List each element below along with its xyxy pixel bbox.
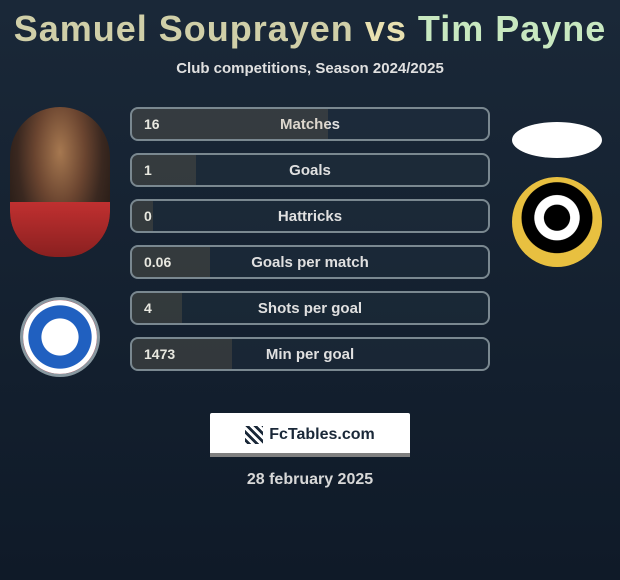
stat-row: 0Hattricks	[130, 199, 490, 233]
stat-row: 16Matches	[130, 107, 490, 141]
season-subtitle: Club competitions, Season 2024/2025	[0, 60, 620, 77]
stats-column: 16Matches 1Goals 0Hattricks 0.06Goals per m…	[130, 107, 490, 383]
player-right-club-badge	[512, 177, 602, 267]
stat-label: Shots per goal	[132, 300, 488, 317]
stat-row: 4Shots per goal	[130, 291, 490, 325]
chart-icon	[245, 426, 263, 444]
stat-value-left: 1	[144, 162, 152, 178]
fctables-branding[interactable]: FcTables.com	[210, 413, 410, 457]
stat-fill-left	[132, 293, 182, 323]
player-left-name: Samuel Souprayen	[14, 8, 354, 49]
stat-row: 1473Min per goal	[130, 337, 490, 371]
stat-value-left: 0.06	[144, 254, 171, 270]
player-left-club-badge	[20, 297, 100, 377]
stat-row: 0.06Goals per match	[130, 245, 490, 279]
comparison-title: Samuel Souprayen vs Tim Payne	[0, 0, 620, 50]
stat-value-left: 4	[144, 300, 152, 316]
comparison-date: 28 february 2025	[0, 471, 620, 489]
comparison-content: 16Matches 1Goals 0Hattricks 0.06Goals per m…	[0, 107, 620, 407]
stat-value-left: 16	[144, 116, 160, 132]
fctables-label: FcTables.com	[269, 426, 375, 444]
player-right-avatar-placeholder	[512, 122, 602, 158]
stat-label: Hattricks	[132, 208, 488, 225]
vs-text: vs	[365, 8, 407, 49]
player-right-name: Tim Payne	[418, 8, 606, 49]
stat-fill-left	[132, 109, 328, 139]
stat-row: 1Goals	[130, 153, 490, 187]
player-left-avatar	[10, 107, 110, 257]
stat-value-left: 0	[144, 208, 152, 224]
stat-value-left: 1473	[144, 346, 175, 362]
stat-fill-left	[132, 155, 196, 185]
